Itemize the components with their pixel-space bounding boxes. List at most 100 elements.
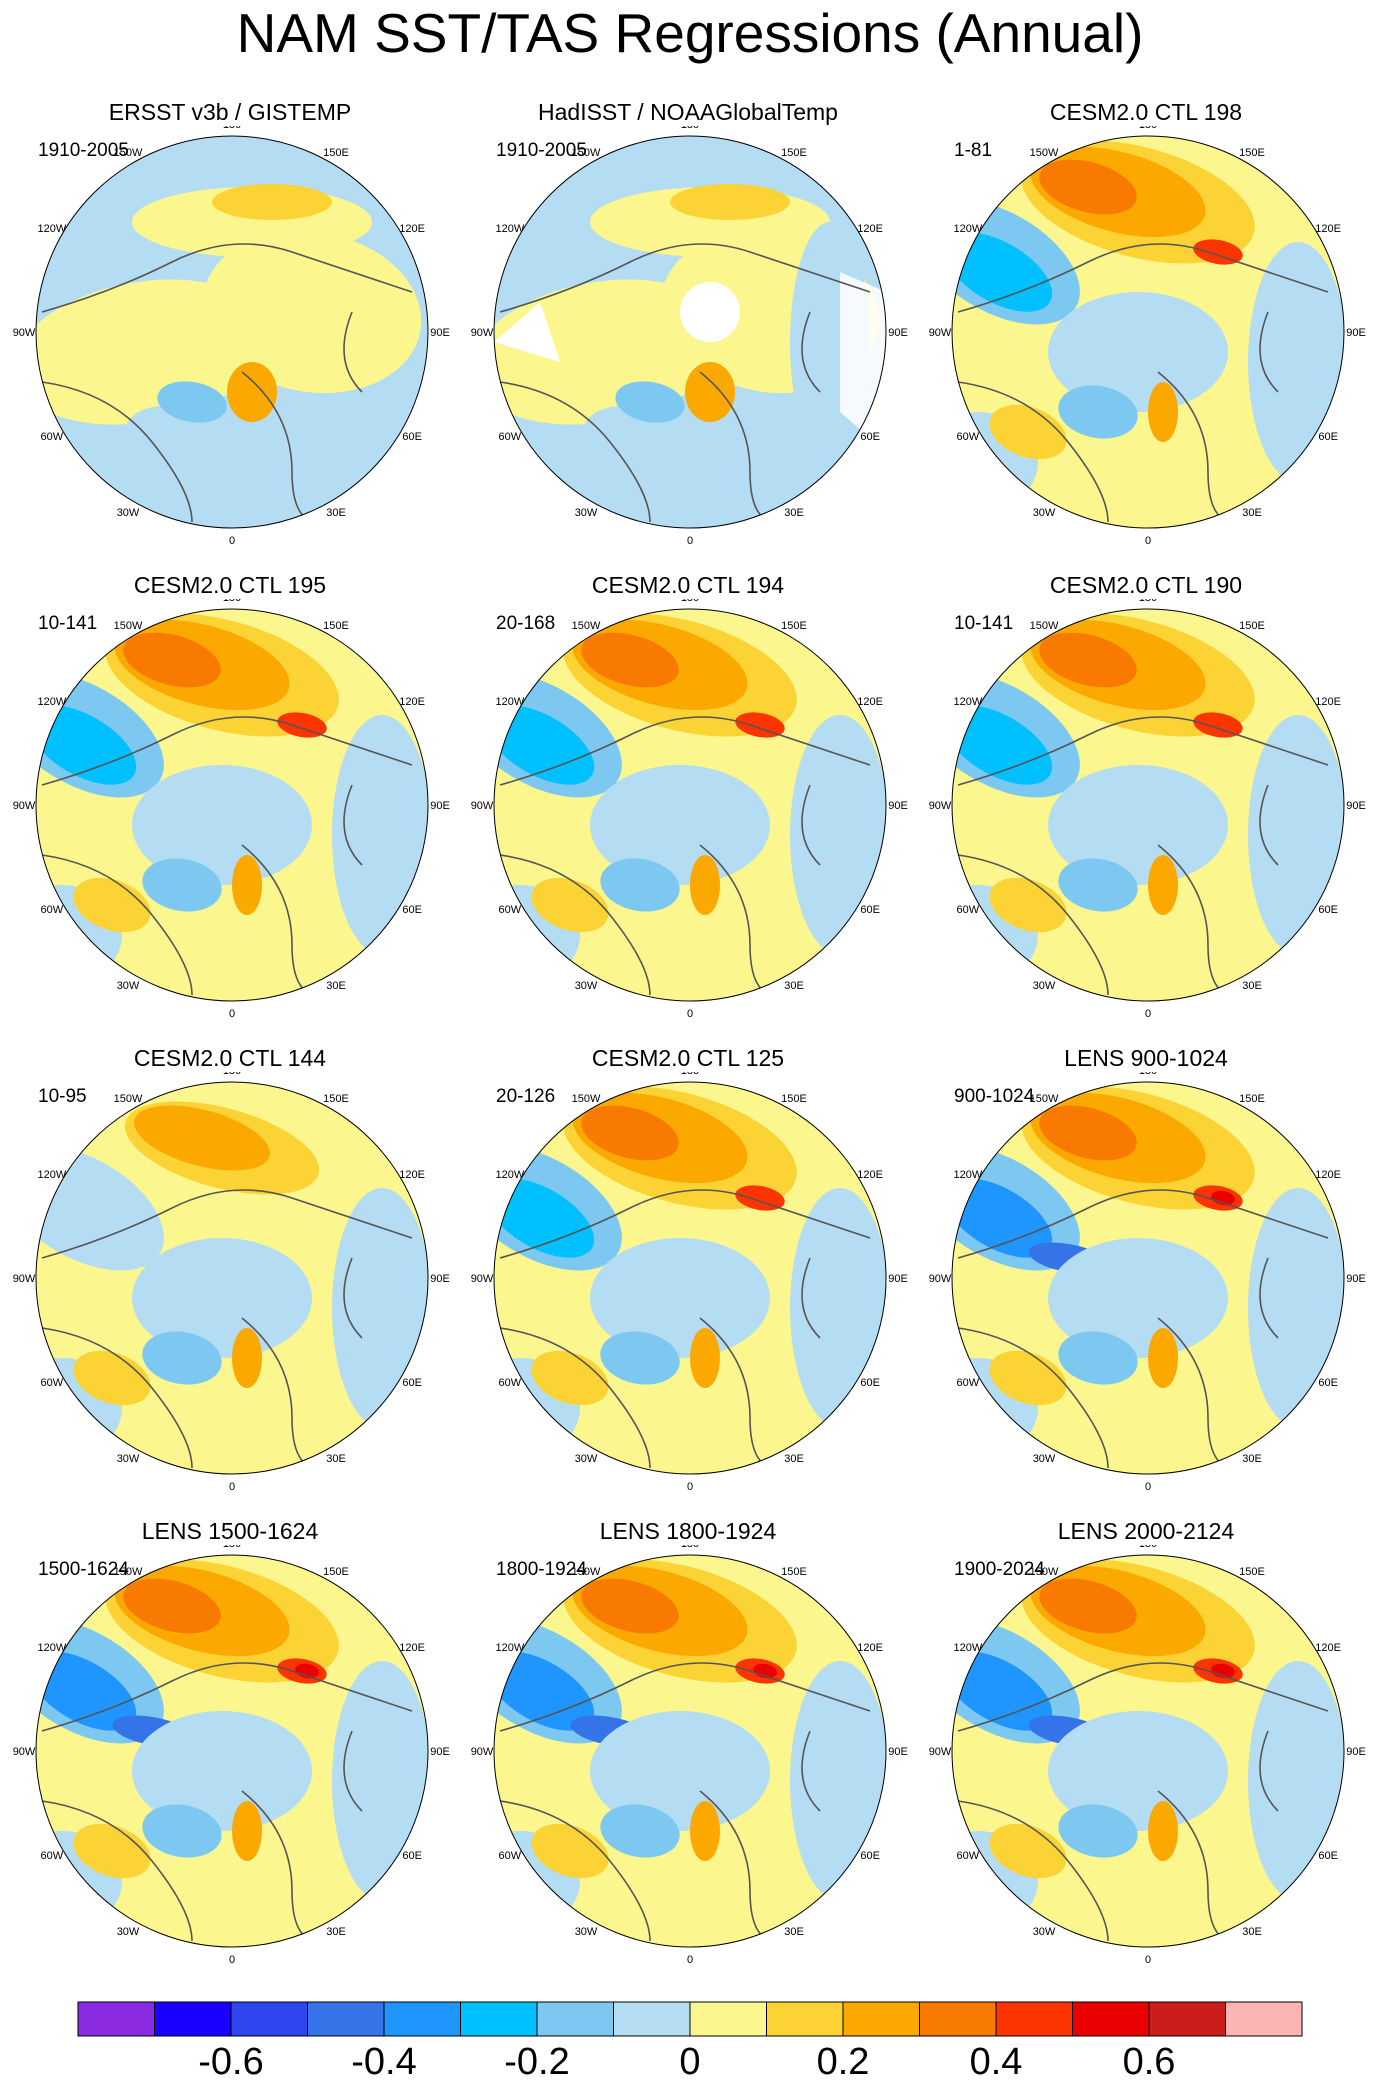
panel-period: 1500-1624 — [38, 1559, 129, 1580]
longitude-label: 30W — [575, 507, 598, 519]
longitude-label: 90W — [471, 800, 494, 812]
longitude-label: 60E — [1318, 904, 1338, 916]
longitude-label: 90W — [471, 1273, 494, 1285]
longitude-label: 150E — [323, 147, 349, 159]
longitude-label: 0 — [229, 535, 235, 547]
map-panel: HadISST / NOAAGlobalTemp 1910-2005 180 150E… — [458, 98, 918, 568]
longitude-label: 120E — [1315, 1642, 1341, 1654]
longitude-label: 90E — [430, 1746, 450, 1758]
longitude-label: 90E — [430, 800, 450, 812]
longitude-label: 90W — [471, 327, 494, 339]
map-panel: ERSST v3b / GISTEMP 1910-2005 180 150E 120E 9… — [0, 98, 460, 568]
longitude-label: 90E — [430, 1273, 450, 1285]
longitude-label: 180 — [681, 1545, 699, 1550]
longitude-label: 90W — [929, 1746, 952, 1758]
longitude-label: 180 — [681, 599, 699, 604]
panel-period: 1910-2005 — [38, 140, 129, 161]
colorbar-swatch — [154, 2001, 232, 2037]
longitude-label: 60E — [860, 1850, 880, 1862]
longitude-label: 150W — [114, 1566, 143, 1578]
colorbar-tick-label: -0.6 — [198, 2041, 264, 2083]
colorbar-tick-label: 0.6 — [1122, 2041, 1176, 2083]
longitude-label: 120W — [495, 223, 524, 235]
longitude-label: 60E — [402, 904, 422, 916]
longitude-label: 90E — [1346, 1746, 1366, 1758]
longitude-label: 60W — [41, 1850, 64, 1862]
longitude-label: 0 — [1145, 1008, 1151, 1020]
polar-map: 180 150E 120E 90E 60E 30E 0 30W 60W 90W 120W 150W — [13, 599, 450, 1020]
longitude-label: 90W — [929, 800, 952, 812]
longitude-label: 60E — [1318, 431, 1338, 443]
longitude-label: 0 — [687, 535, 693, 547]
map-panel: LENS 1800-1924 1800-1924 180 150E 120E 90E 60E… — [458, 1517, 918, 1987]
panel-period: 10-141 — [954, 613, 1014, 634]
longitude-label: 90W — [13, 327, 36, 339]
map-panel: CESM2.0 CTL 125 20-126 180 150E 120E 90E 60E 30… — [458, 1044, 918, 1514]
colorbar-tick-label: -0.2 — [504, 2041, 570, 2083]
longitude-label: 90E — [888, 327, 908, 339]
panel-period: 10-95 — [38, 1086, 87, 1107]
longitude-label: 90W — [929, 327, 952, 339]
longitude-label: 0 — [687, 1954, 693, 1966]
longitude-label: 30W — [575, 1926, 598, 1938]
colorbar-swatch — [383, 2001, 461, 2037]
longitude-label: 180 — [1139, 1072, 1157, 1077]
polar-map: 180 150E 120E 90E 60E 30E 0 30W 60W 90W 120W 150W — [471, 599, 908, 1020]
longitude-label: 150E — [1239, 1093, 1265, 1105]
colorbar-swatch — [1225, 2001, 1303, 2037]
map-panel: CESM2.0 CTL 194 20-168 180 150E 120E 90E 60E 30… — [458, 571, 918, 1041]
longitude-label: 30W — [1033, 1453, 1056, 1465]
longitude-label: 180 — [223, 126, 241, 131]
longitude-label: 30E — [326, 1926, 346, 1938]
longitude-label: 60W — [957, 1377, 980, 1389]
longitude-label: 120W — [37, 223, 66, 235]
longitude-label: 150W — [1030, 620, 1059, 632]
panel-title: HadISST / NOAAGlobalTemp — [538, 99, 838, 125]
polar-map: 180 150E 120E 90E 60E 30E 0 30W 60W 90W 120W 150W — [13, 126, 450, 547]
colorbar-swatch — [1072, 2001, 1150, 2037]
longitude-label: 150E — [781, 620, 807, 632]
colorbar-swatch — [307, 2001, 385, 2037]
panel-title: CESM2.0 CTL 190 — [1049, 572, 1243, 598]
longitude-label: 60E — [860, 904, 880, 916]
longitude-label: 30E — [784, 1926, 804, 1938]
longitude-label: 60E — [402, 431, 422, 443]
longitude-label: 0 — [229, 1008, 235, 1020]
longitude-label: 150W — [572, 147, 601, 159]
longitude-label: 60W — [499, 431, 522, 443]
longitude-label: 120E — [1315, 1169, 1341, 1181]
longitude-label: 60E — [402, 1377, 422, 1389]
longitude-label: 120W — [953, 696, 982, 708]
longitude-label: 120W — [37, 696, 66, 708]
colorbar-swatch — [613, 2001, 691, 2037]
longitude-label: 60E — [860, 1377, 880, 1389]
longitude-label: 180 — [1139, 126, 1157, 131]
longitude-label: 90E — [1346, 1273, 1366, 1285]
longitude-label: 150W — [572, 1566, 601, 1578]
polar-map: 180 150E 120E 90E 60E 30E 0 30W 60W 90W 120W 150W — [929, 1545, 1366, 1966]
longitude-label: 150W — [114, 147, 143, 159]
colorbar-swatch — [919, 2001, 997, 2037]
longitude-label: 120W — [495, 1169, 524, 1181]
longitude-label: 120W — [37, 1642, 66, 1654]
longitude-label: 120W — [953, 1642, 982, 1654]
longitude-label: 180 — [681, 126, 699, 131]
panel-period: 20-126 — [496, 1086, 556, 1107]
longitude-label: 120E — [399, 1642, 425, 1654]
longitude-label: 150W — [1030, 1093, 1059, 1105]
colorbar — [77, 2001, 1303, 2037]
polar-map: 180 150E 120E 90E 60E 30E 0 30W 60W 90W 120W 150W — [471, 1545, 908, 1966]
longitude-label: 90W — [929, 1273, 952, 1285]
colorbar-swatch — [77, 2001, 155, 2037]
longitude-label: 180 — [681, 1072, 699, 1077]
longitude-label: 120E — [857, 1169, 883, 1181]
longitude-label: 120E — [857, 223, 883, 235]
longitude-label: 150E — [781, 1093, 807, 1105]
panel-title: ERSST v3b / GISTEMP — [108, 99, 352, 125]
longitude-label: 90W — [471, 1746, 494, 1758]
longitude-label: 120E — [1315, 223, 1341, 235]
longitude-label: 30E — [326, 507, 346, 519]
longitude-label: 180 — [223, 1545, 241, 1550]
longitude-label: 30W — [117, 507, 140, 519]
panel-title: CESM2.0 CTL 125 — [591, 1045, 785, 1071]
